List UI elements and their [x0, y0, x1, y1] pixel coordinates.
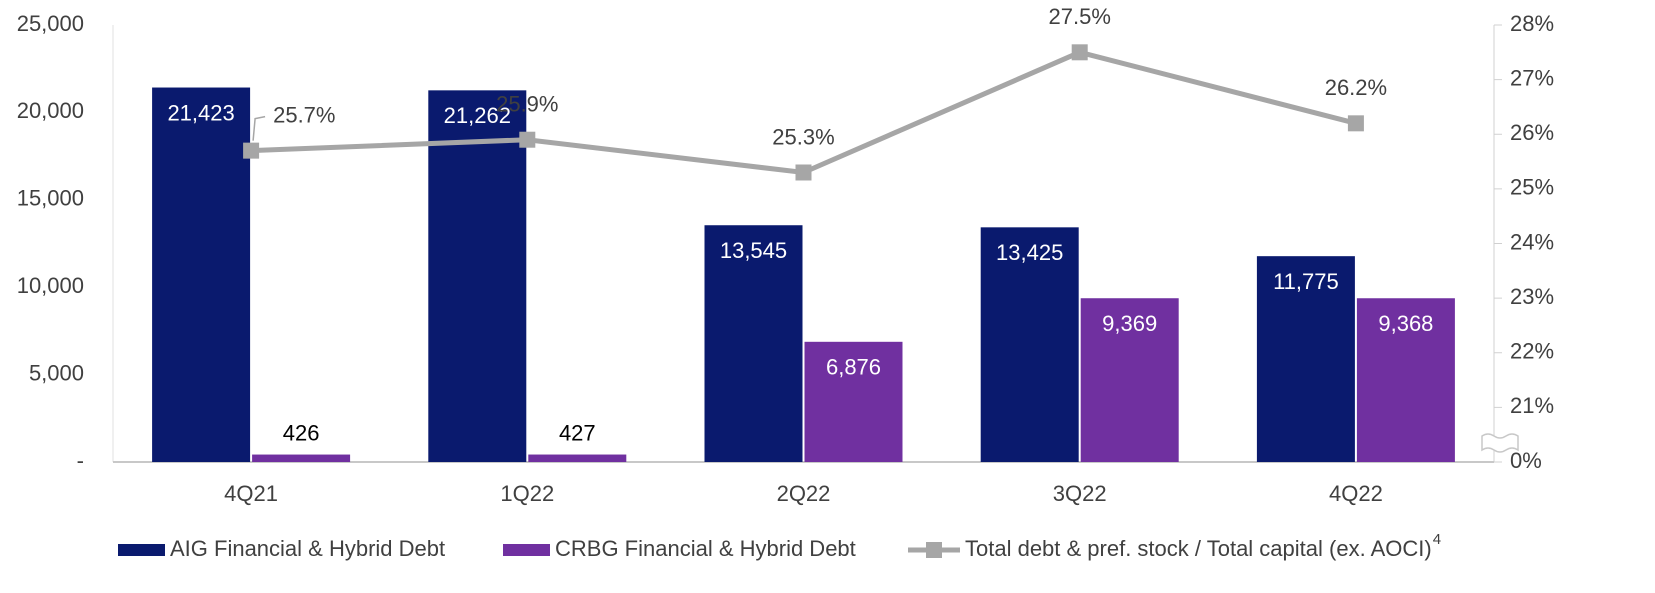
line-marker — [795, 164, 812, 181]
y-tick-label: 20,000 — [17, 98, 84, 123]
data-label: 21,262 — [444, 103, 511, 128]
line-marker — [243, 142, 260, 159]
bar — [704, 225, 803, 462]
legend-label: Total debt & pref. stock / Total capital… — [965, 536, 1432, 561]
bar — [1356, 298, 1455, 462]
legend-footnote: 4 — [1433, 531, 1441, 548]
data-label: 21,423 — [167, 100, 234, 125]
y2-tick-label: 27% — [1510, 65, 1554, 90]
y-tick-label: 15,000 — [17, 186, 84, 211]
x-tick-label: 4Q21 — [224, 481, 278, 506]
line-data-label: 25.9% — [496, 92, 558, 117]
y-tick-label: - — [77, 448, 84, 473]
data-label: 427 — [559, 420, 596, 445]
x-tick-label: 2Q22 — [777, 481, 831, 506]
x-tick-label: 4Q22 — [1329, 481, 1383, 506]
bar — [980, 227, 1079, 462]
y2-tick-label: 24% — [1510, 229, 1554, 254]
x-tick-label: 3Q22 — [1053, 481, 1107, 506]
line-data-label: 25.7% — [273, 102, 335, 127]
x-tick-label: 1Q22 — [500, 481, 554, 506]
y2-tick-label: 25% — [1510, 175, 1554, 200]
y-tick-label: 5,000 — [29, 360, 84, 385]
legend-swatch — [118, 544, 165, 556]
bar — [528, 454, 627, 462]
line — [251, 49, 1357, 176]
data-label: 6,876 — [826, 355, 881, 380]
bar — [252, 454, 351, 462]
data-label: 9,368 — [1378, 311, 1433, 336]
y2-tick-label: 22% — [1510, 339, 1554, 364]
y2-tick-label: 23% — [1510, 284, 1554, 309]
line-marker — [1071, 44, 1088, 61]
leader-line — [252, 115, 266, 141]
legend-swatch-marker — [926, 542, 942, 558]
bar — [1256, 256, 1355, 462]
line-data-label: 27.5% — [1049, 4, 1111, 29]
data-label: 426 — [283, 420, 320, 445]
bar — [804, 341, 903, 462]
data-label: 11,775 — [1273, 269, 1339, 294]
data-label: 13,545 — [720, 238, 787, 263]
data-label: 9,369 — [1102, 311, 1157, 336]
legend-label: AIG Financial & Hybrid Debt — [170, 536, 445, 561]
line-marker — [1347, 115, 1364, 132]
legend-swatch — [503, 544, 550, 556]
line-marker — [519, 131, 536, 148]
legend-label: CRBG Financial & Hybrid Debt — [555, 536, 856, 561]
bar — [152, 87, 251, 462]
line-data-label: 25.3% — [772, 124, 834, 149]
y-tick-label: 25,000 — [17, 11, 84, 36]
y2-tick-label: 26% — [1510, 120, 1554, 145]
line-data-label: 26.2% — [1325, 75, 1387, 100]
y2-tick-label: 0% — [1510, 448, 1542, 473]
bar — [1080, 298, 1179, 462]
y2-tick-label: 21% — [1510, 393, 1554, 418]
y2-tick-label: 28% — [1510, 11, 1554, 36]
data-label: 13,425 — [996, 240, 1063, 265]
bar — [428, 90, 527, 462]
y-tick-label: 10,000 — [17, 273, 84, 298]
axis-break — [1481, 433, 1519, 453]
